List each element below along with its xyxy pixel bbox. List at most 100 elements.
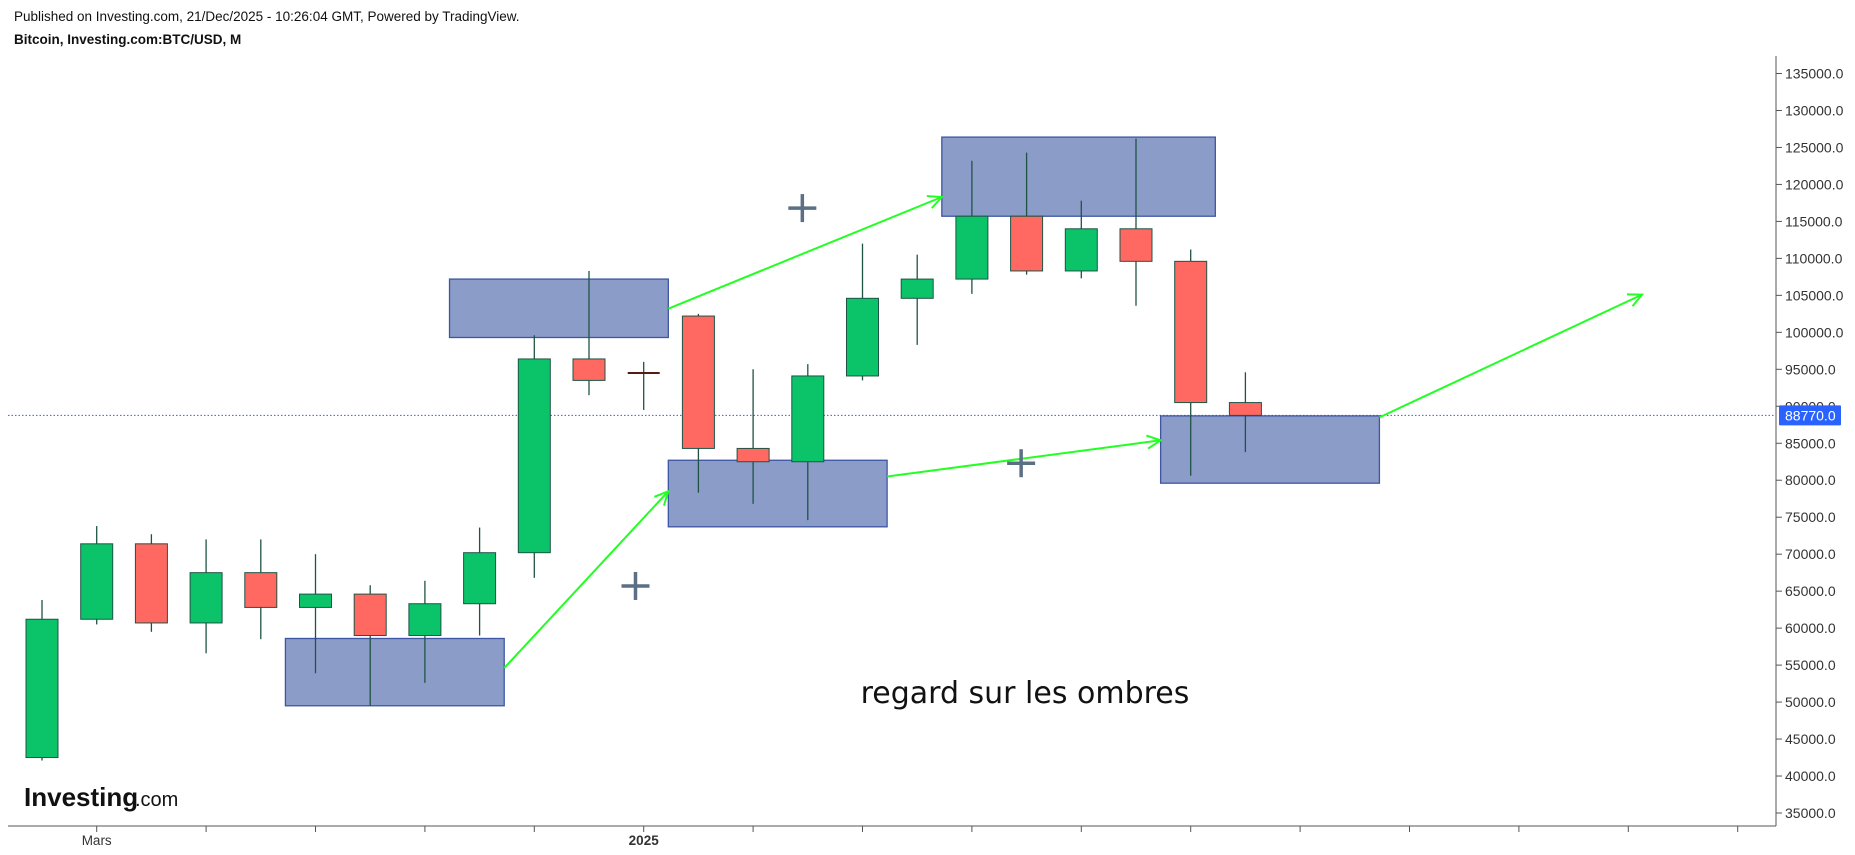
candle-body — [1064, 228, 1098, 272]
price-tick-label: 80000.0 — [1785, 472, 1836, 488]
plus-marks-layer — [621, 194, 1036, 600]
current-price-badge-bg — [1779, 405, 1841, 426]
candle-body — [1010, 215, 1044, 272]
candle-4 — [189, 539, 223, 654]
trend-arrow-line — [1378, 293, 1643, 419]
candle-23 — [1228, 372, 1262, 453]
trend-arrow-1 — [503, 489, 670, 669]
trend-arrow-head — [926, 195, 944, 209]
plus-mark-3 — [1007, 449, 1036, 478]
trend-arrow-head — [1626, 293, 1645, 307]
price-tick-label: 135000.0 — [1785, 66, 1844, 82]
trend-arrow-line — [503, 490, 670, 669]
candle-body — [1174, 260, 1208, 404]
candle-9 — [463, 527, 497, 636]
candle-body — [1119, 228, 1153, 262]
trend-arrow-2 — [667, 195, 944, 310]
candle-17 — [900, 254, 934, 345]
zones-layer — [284, 136, 1381, 707]
candle-7 — [353, 585, 387, 706]
candle-body — [955, 215, 989, 280]
candle-6 — [299, 554, 332, 674]
candle-body — [244, 572, 278, 608]
price-tick-label: 100000.0 — [1785, 324, 1844, 340]
candle-19 — [1010, 152, 1044, 275]
candle-body — [846, 297, 879, 377]
zone-rect-5 — [1159, 415, 1381, 484]
current-price-label: 88770.0 — [1785, 407, 1836, 423]
trend-arrow-line — [886, 439, 1161, 478]
candle-15 — [791, 364, 825, 521]
candle-20 — [1064, 200, 1098, 279]
candle-11 — [572, 270, 606, 396]
candle-body — [900, 278, 934, 299]
candle-body — [25, 618, 59, 759]
candle-10 — [517, 335, 551, 578]
candle-16 — [846, 243, 879, 381]
symbol-title: Bitcoin, Investing.com:BTC/USD, M — [14, 32, 242, 47]
plus-mark-2 — [621, 571, 650, 600]
candle-18 — [955, 160, 989, 294]
candle-body — [736, 447, 770, 463]
current-price-badge: 88770.0 — [1779, 405, 1841, 426]
price-tick-label: 70000.0 — [1785, 546, 1836, 562]
candle-2 — [80, 526, 114, 625]
trend-arrow-head — [653, 489, 670, 506]
candle-8 — [408, 580, 442, 683]
candle-body — [299, 593, 332, 608]
logo-domain: .com — [135, 789, 178, 811]
candle-body — [353, 593, 387, 637]
price-tick-label: 120000.0 — [1785, 176, 1844, 192]
candle-5 — [244, 539, 278, 640]
zone-rect-1 — [284, 637, 505, 707]
price-tick-label: 110000.0 — [1785, 250, 1843, 266]
price-tick-label: 125000.0 — [1785, 139, 1844, 155]
candle-1 — [25, 600, 59, 761]
price-tick-label: 105000.0 — [1785, 287, 1844, 303]
candle-body — [134, 543, 168, 624]
zone-rect-2 — [448, 278, 669, 339]
plus-mark-1 — [788, 194, 817, 223]
price-tick-label: 85000.0 — [1785, 435, 1836, 451]
investing-logo: Investing .com — [24, 782, 178, 812]
candles-layer — [25, 138, 1262, 761]
candle-body — [791, 375, 825, 463]
trend-arrow-4 — [1378, 293, 1645, 419]
candle-body — [408, 603, 442, 637]
candle-13 — [681, 313, 715, 493]
published-header: Published on Investing.com, 21/Dec/2025 … — [14, 9, 520, 24]
candle-body — [572, 358, 606, 381]
candle-body — [681, 315, 715, 449]
annotation-text: regard sur les ombres — [861, 676, 1190, 711]
candle-21 — [1119, 138, 1153, 306]
zone-rect-4 — [941, 136, 1216, 217]
trend-arrow-line — [667, 196, 943, 310]
price-tick-label: 35000.0 — [1785, 805, 1836, 821]
time-tick-label: Mars — [82, 833, 112, 848]
price-tick-label: 75000.0 — [1785, 509, 1836, 525]
zone-rect-3 — [667, 459, 888, 528]
time-tick-label: 2025 — [629, 833, 660, 848]
axes-layer: 35000.0 40000.0 45000.0 50000.0 55000.0 60000… — [8, 56, 1844, 848]
candle-14 — [736, 369, 770, 504]
price-tick-label: 60000.0 — [1785, 620, 1836, 636]
price-tick-label: 45000.0 — [1785, 731, 1836, 747]
price-tick-label: 40000.0 — [1785, 768, 1836, 784]
price-tick-label: 130000.0 — [1785, 102, 1844, 118]
logo-wordmark: Investing — [24, 782, 138, 812]
candle-body — [189, 572, 223, 624]
price-tick-label: 55000.0 — [1785, 657, 1836, 673]
trend-arrow-head — [1146, 434, 1163, 450]
candle-body — [1228, 402, 1262, 416]
arrows-layer — [503, 195, 1645, 669]
candle-body — [517, 358, 551, 554]
price-tick-label: 95000.0 — [1785, 361, 1836, 377]
candle-body — [463, 552, 497, 605]
price-tick-label: 50000.0 — [1785, 694, 1836, 710]
candle-22 — [1174, 249, 1208, 476]
trend-arrow-3 — [886, 434, 1163, 478]
price-tick-label: 65000.0 — [1785, 583, 1836, 599]
candle-body — [80, 543, 114, 620]
candle-12 — [627, 361, 660, 410]
